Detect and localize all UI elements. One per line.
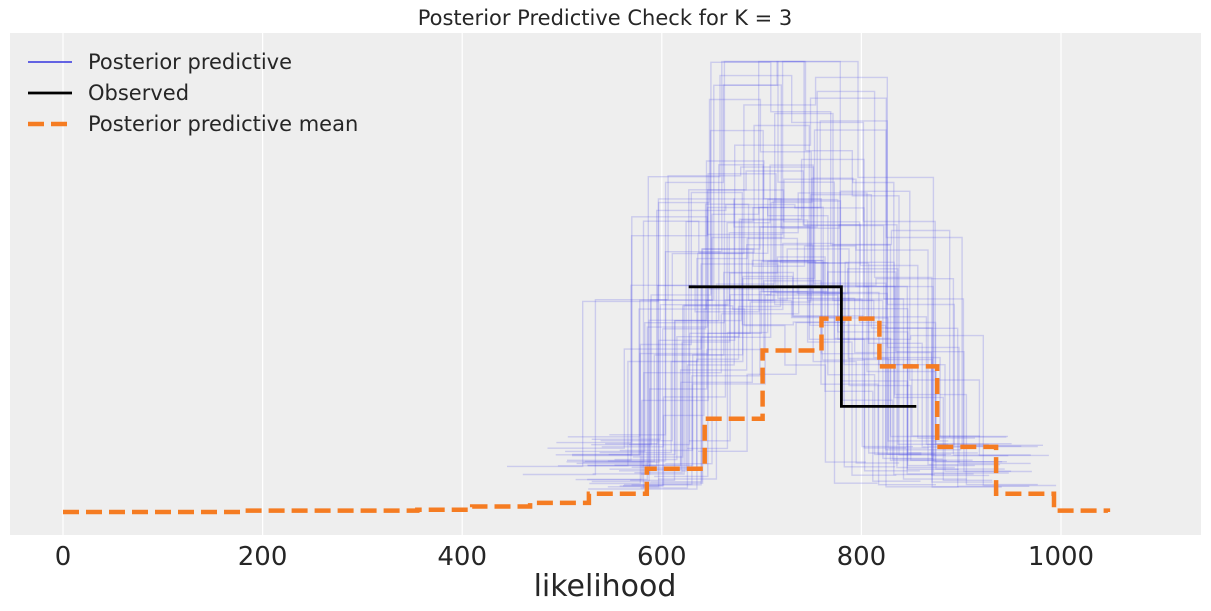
posterior-predictive-line [587, 203, 1003, 467]
posterior-predictive-line [646, 237, 949, 490]
posterior-predictive-line [547, 263, 1009, 457]
posterior-predictive-line [619, 120, 1022, 472]
posterior-predictive-line [619, 203, 878, 487]
posterior-predictive-line [583, 97, 1038, 463]
x-tick-label: 0 [55, 542, 72, 572]
x-axis-label: likelihood [534, 569, 677, 604]
posterior-predictive-line [698, 261, 993, 481]
posterior-predictive-line [592, 280, 936, 475]
posterior-predictive-line [555, 189, 1012, 456]
posterior-predictive-line [631, 170, 975, 468]
x-tick-label: 1000 [1028, 542, 1094, 572]
posterior-predictive-line [687, 260, 929, 450]
x-axis-ticks: 0 200 400 600 800 1000 [55, 542, 1094, 572]
posterior-predictive-line [623, 308, 866, 487]
chart-title: Posterior Predictive Check for K = 3 [418, 6, 793, 30]
posterior-predictive-line [576, 74, 1007, 465]
posterior-predictive-line [572, 173, 980, 456]
posterior-predictive-line [614, 244, 1012, 472]
legend: Posterior predictive Observed Posterior pr… [28, 50, 358, 136]
posterior-predictive-mean-line [63, 316, 1111, 515]
posterior-predictive-line [507, 198, 962, 468]
posterior-predictive-line [589, 191, 896, 485]
x-tick-label: 800 [837, 542, 887, 572]
posterior-predictive-line [566, 278, 1031, 463]
posterior-predictive-line [609, 259, 1038, 486]
posterior-predictive-line [587, 206, 949, 481]
x-tick-label: 600 [637, 542, 687, 572]
posterior-predictive-line [587, 60, 967, 480]
posterior-predictive-line [654, 260, 976, 478]
posterior-predictive-line [654, 260, 907, 470]
posterior-predictive-line [600, 76, 1031, 465]
posterior-predictive-line [591, 61, 951, 446]
posterior-predictive-line [658, 112, 1008, 480]
observed-line [688, 285, 917, 408]
posterior-predictive-line [565, 60, 1043, 453]
posterior-predictive-line [557, 198, 978, 467]
posterior-predictive-line [572, 200, 975, 467]
posterior-predictive-line [591, 160, 936, 486]
posterior-predictive-line [665, 60, 946, 465]
legend-label: Observed [88, 81, 189, 105]
posterior-predictive-line [575, 288, 974, 481]
posterior-predictive-line [632, 242, 933, 460]
posterior-predictive-line [556, 60, 1009, 474]
observed-layer [688, 285, 917, 408]
posterior-predictive-line [631, 190, 1049, 486]
posterior-predictive-line [609, 60, 947, 462]
posterior-predictive-line [588, 124, 920, 490]
posterior-predictive-line [642, 275, 943, 467]
posterior-predictive-line [522, 166, 959, 488]
posterior-predictive-line [608, 219, 1007, 456]
posterior-predictive-line [640, 198, 922, 489]
posterior-predictive-line [607, 98, 913, 488]
posterior-predictive-line [601, 248, 973, 461]
posterior-predictive-line [614, 158, 989, 461]
posterior-predictive-line [599, 129, 1030, 487]
posterior-predictive-mean-layer [63, 316, 1111, 515]
posterior-predictive-line [641, 164, 900, 475]
posterior-predictive-line [567, 206, 952, 461]
x-tick-label: 200 [238, 542, 288, 572]
gridlines [62, 33, 1062, 535]
posterior-predictive-line [629, 194, 993, 483]
plot-background [10, 33, 1201, 535]
legend-label: Posterior predictive mean [88, 112, 358, 136]
posterior-predictive-line [567, 178, 1001, 466]
x-tick-label: 400 [437, 542, 487, 572]
posterior-predictive-line [689, 177, 935, 476]
posterior-predictive-line [630, 164, 897, 481]
legend-label: Posterior predictive [88, 50, 292, 74]
posterior-predictive-line [623, 271, 1032, 486]
posterior-predictive-line [584, 271, 1002, 488]
posterior-predictive-line [605, 129, 922, 454]
posterior-predictive-line [607, 84, 955, 469]
